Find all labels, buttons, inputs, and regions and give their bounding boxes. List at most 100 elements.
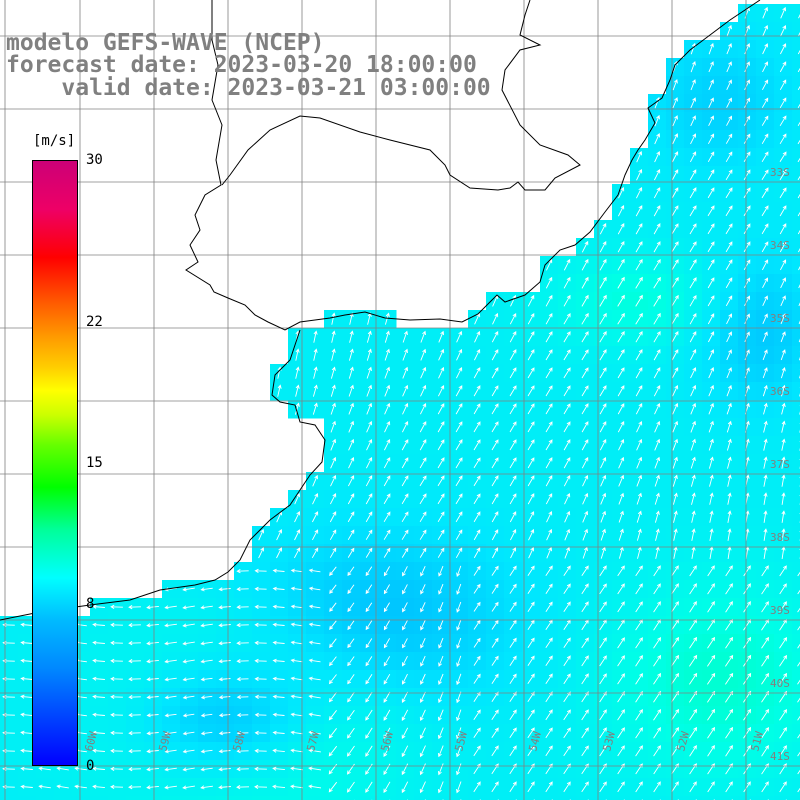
wind-vector-arrow — [600, 492, 607, 505]
wind-vector-arrow — [420, 638, 426, 649]
lon-label: 53W — [600, 730, 618, 753]
wind-vector-arrow — [798, 14, 800, 19]
wind-vector-arrow — [781, 456, 786, 469]
wind-vector-arrow — [762, 6, 769, 19]
wind-vector-arrow — [762, 295, 768, 306]
lat-label: 38S — [770, 531, 790, 544]
wind-vector-arrow — [330, 420, 336, 433]
wind-vector-arrow — [618, 456, 625, 469]
wind-vector-arrow — [763, 510, 768, 523]
wind-vector-arrow — [218, 713, 231, 718]
wind-vector-arrow — [797, 715, 800, 721]
wind-vector-arrow — [581, 637, 589, 649]
wind-vector-arrow — [762, 277, 769, 289]
wind-vector-arrow — [635, 601, 643, 613]
wind-vector-arrow — [709, 492, 714, 505]
wind-cell — [486, 796, 505, 800]
wind-vector-arrow — [146, 767, 159, 772]
wind-cell — [792, 4, 800, 23]
wind-vector-arrow — [401, 511, 409, 523]
wind-vector-arrow — [545, 276, 553, 289]
wind-vector-arrow — [564, 528, 571, 541]
wind-vector-arrow — [509, 745, 517, 757]
wind-vector-arrow — [671, 601, 679, 613]
wind-vector-arrow — [473, 583, 481, 594]
wind-vector-arrow — [545, 673, 553, 685]
wind-vector-arrow — [308, 604, 321, 609]
wind-vector-arrow — [437, 475, 445, 487]
wind-vector-arrow — [419, 402, 427, 415]
wind-vector-arrow — [146, 695, 159, 700]
wind-vector-arrow — [707, 726, 716, 739]
wind-vector-arrow — [401, 420, 409, 433]
wind-vector-arrow — [473, 348, 481, 361]
wind-vector-arrow — [329, 493, 337, 505]
wind-vector-arrow — [725, 781, 733, 793]
wind-vector-arrow — [290, 604, 303, 609]
wind-vector-arrow — [329, 547, 337, 558]
lon-label: 58W — [230, 730, 248, 753]
wind-vector-arrow — [708, 367, 715, 379]
wind-vector-arrow — [708, 384, 714, 397]
wind-vector-arrow — [727, 456, 732, 469]
wind-vector-arrow — [20, 676, 33, 681]
wind-vector-arrow — [635, 781, 643, 793]
wind-vector-arrow — [365, 566, 373, 577]
wind-vector-arrow — [545, 601, 553, 612]
wind-vector-arrow — [653, 367, 661, 379]
wind-vector-arrow — [617, 655, 625, 667]
wind-vector-arrow — [528, 546, 535, 559]
wind-vector-arrow — [383, 529, 391, 540]
wind-vector-arrow — [491, 493, 499, 505]
wind-vector-arrow — [725, 187, 733, 199]
wind-vector-arrow — [509, 349, 517, 361]
wind-vector-arrow — [218, 641, 231, 646]
wind-vector-arrow — [779, 187, 787, 199]
wind-vector-arrow — [582, 474, 589, 487]
wind-vector-arrow — [328, 674, 337, 685]
wind-vector-arrow — [437, 384, 445, 397]
wind-vector-arrow — [473, 727, 481, 739]
wind-vector-arrow — [563, 655, 571, 667]
wind-vector-arrow — [563, 349, 571, 361]
wind-vector-arrow — [653, 672, 662, 685]
wind-vector-arrow — [707, 313, 715, 325]
wind-vector-arrow — [527, 294, 535, 307]
wind-vector-arrow — [797, 103, 800, 109]
wind-vector-arrow — [348, 402, 354, 415]
wind-vector-arrow — [290, 676, 303, 681]
wind-vector-arrow — [272, 676, 285, 681]
wind-vector-arrow — [727, 474, 732, 487]
wind-vector-arrow — [200, 731, 213, 736]
wind-cell — [612, 796, 631, 800]
wind-vector-arrow — [182, 695, 195, 700]
wind-vector-arrow — [671, 565, 679, 577]
wind-vector-arrow — [653, 258, 661, 271]
wind-vector-arrow — [182, 731, 195, 736]
wind-cell — [468, 796, 487, 800]
wind-cell — [450, 796, 469, 800]
wind-vector-arrow — [146, 713, 159, 718]
wind-vector-arrow — [402, 655, 408, 667]
wind-vector-arrow — [401, 457, 409, 469]
wind-vector-arrow — [762, 61, 769, 73]
wind-vector-arrow — [218, 677, 231, 682]
wind-speed-field — [0, 4, 800, 800]
wind-vector-arrow — [401, 529, 409, 540]
wind-vector-arrow — [491, 709, 499, 721]
wind-cell — [792, 238, 800, 257]
wind-vector-arrow — [781, 510, 786, 523]
wind-vector-arrow — [707, 223, 715, 235]
wind-vector-arrow — [330, 402, 336, 415]
wind-vector-arrow — [671, 330, 679, 343]
wind-vector-arrow — [438, 366, 445, 379]
wind-vector-arrow — [636, 150, 643, 163]
wind-vector-arrow — [437, 727, 444, 740]
wind-vector-arrow — [743, 745, 751, 757]
wind-vector-arrow — [491, 475, 499, 487]
wind-vector-arrow — [545, 655, 553, 667]
wind-vector-arrow — [781, 384, 786, 397]
wind-vector-arrow — [290, 748, 303, 753]
wind-vector-arrow — [708, 42, 714, 55]
wind-vector-arrow — [312, 529, 319, 541]
